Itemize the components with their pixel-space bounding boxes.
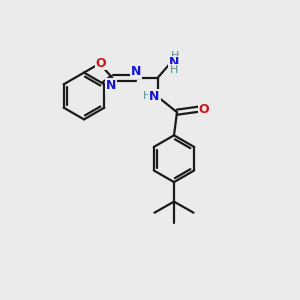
- Text: O: O: [199, 103, 209, 116]
- Text: H: H: [170, 65, 178, 75]
- Text: N: N: [131, 65, 141, 79]
- Text: N: N: [169, 56, 179, 70]
- Text: O: O: [96, 56, 106, 70]
- Text: N: N: [106, 79, 116, 92]
- Text: H: H: [170, 51, 179, 61]
- Text: N: N: [149, 89, 160, 103]
- Text: H: H: [143, 91, 151, 101]
